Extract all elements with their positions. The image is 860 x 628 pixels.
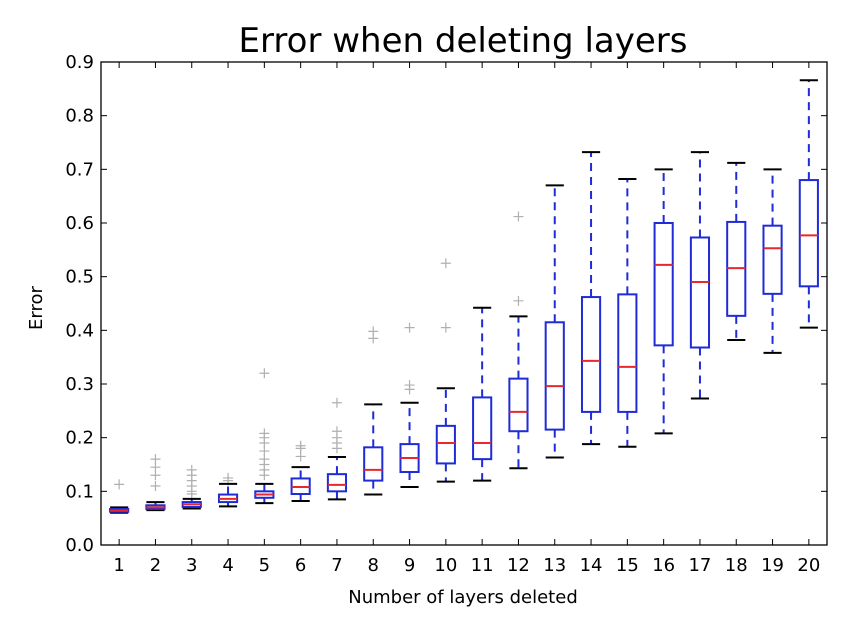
outlier-point <box>150 480 161 491</box>
y-tick-label: 0.2 <box>65 428 94 449</box>
y-tick-label: 0.9 <box>65 52 94 73</box>
x-tick-label: 16 <box>652 555 675 576</box>
box <box>508 377 529 433</box>
x-tick-label: 17 <box>688 555 711 576</box>
plot-area: 0.00.10.20.30.40.50.60.70.80.91 2 3 4 5 6 7 8 9 1… <box>65 52 827 576</box>
outlier-point <box>259 368 270 379</box>
outlier-point <box>440 322 451 333</box>
outlier-point <box>404 322 415 333</box>
box <box>580 296 602 413</box>
x-tick-label: 8 <box>368 555 379 576</box>
box <box>762 224 783 295</box>
x-tick-label: 7 <box>331 555 342 576</box>
x-tick-label: 1 <box>113 555 124 576</box>
outlier-point <box>404 380 415 391</box>
outlier-point <box>513 295 524 306</box>
outlier-point <box>114 479 125 490</box>
y-tick-label: 0.6 <box>65 213 94 234</box>
outlier-point <box>513 211 524 222</box>
plot-frame <box>100 61 828 546</box>
box <box>653 222 674 347</box>
y-tick-label: 0.8 <box>65 106 94 127</box>
x-tick-label: 5 <box>259 555 270 576</box>
x-tick-label: 9 <box>404 555 415 576</box>
x-tick-label: 15 <box>616 555 639 576</box>
x-tick-label: 19 <box>761 555 784 576</box>
box <box>798 179 819 288</box>
y-tick-label: 0.5 <box>65 267 94 288</box>
outlier-point <box>186 464 197 475</box>
box <box>689 236 711 349</box>
chart-title: Error when deleting layers <box>239 21 688 61</box>
box <box>435 424 456 465</box>
box <box>326 473 348 493</box>
box <box>363 446 384 482</box>
x-tick-label: 13 <box>543 555 566 576</box>
y-tick-label: 0.4 <box>65 320 94 341</box>
outlier-point <box>150 454 161 465</box>
x-tick-label: 12 <box>507 555 530 576</box>
outlier-point <box>440 258 451 269</box>
outlier-point <box>259 428 270 439</box>
y-tick-label: 0.1 <box>65 481 94 502</box>
box <box>544 321 565 431</box>
outlier-point <box>295 440 306 451</box>
outlier-point <box>223 472 234 483</box>
x-tick-label: 10 <box>434 555 457 576</box>
y-tick-label: 0.7 <box>65 159 94 180</box>
x-axis-label: Number of layers deleted <box>348 587 578 608</box>
x-tick-label: 14 <box>580 555 603 576</box>
x-tick-label: 3 <box>186 555 197 576</box>
x-tick-label: 20 <box>797 555 820 576</box>
x-tick-label: 4 <box>222 555 233 576</box>
y-tick-label: 0.0 <box>65 535 94 556</box>
box <box>472 396 493 461</box>
x-tick-label: 11 <box>471 555 494 576</box>
outlier-point <box>331 426 342 437</box>
x-tick-label: 18 <box>725 555 748 576</box>
outlier-point <box>331 397 342 408</box>
x-tick-label: 6 <box>295 555 306 576</box>
box <box>617 293 638 413</box>
outlier-point <box>368 326 379 337</box>
y-tick-label: 0.3 <box>65 374 94 395</box>
y-axis-label: Error <box>26 285 47 329</box>
x-tick-label: 2 <box>150 555 161 576</box>
